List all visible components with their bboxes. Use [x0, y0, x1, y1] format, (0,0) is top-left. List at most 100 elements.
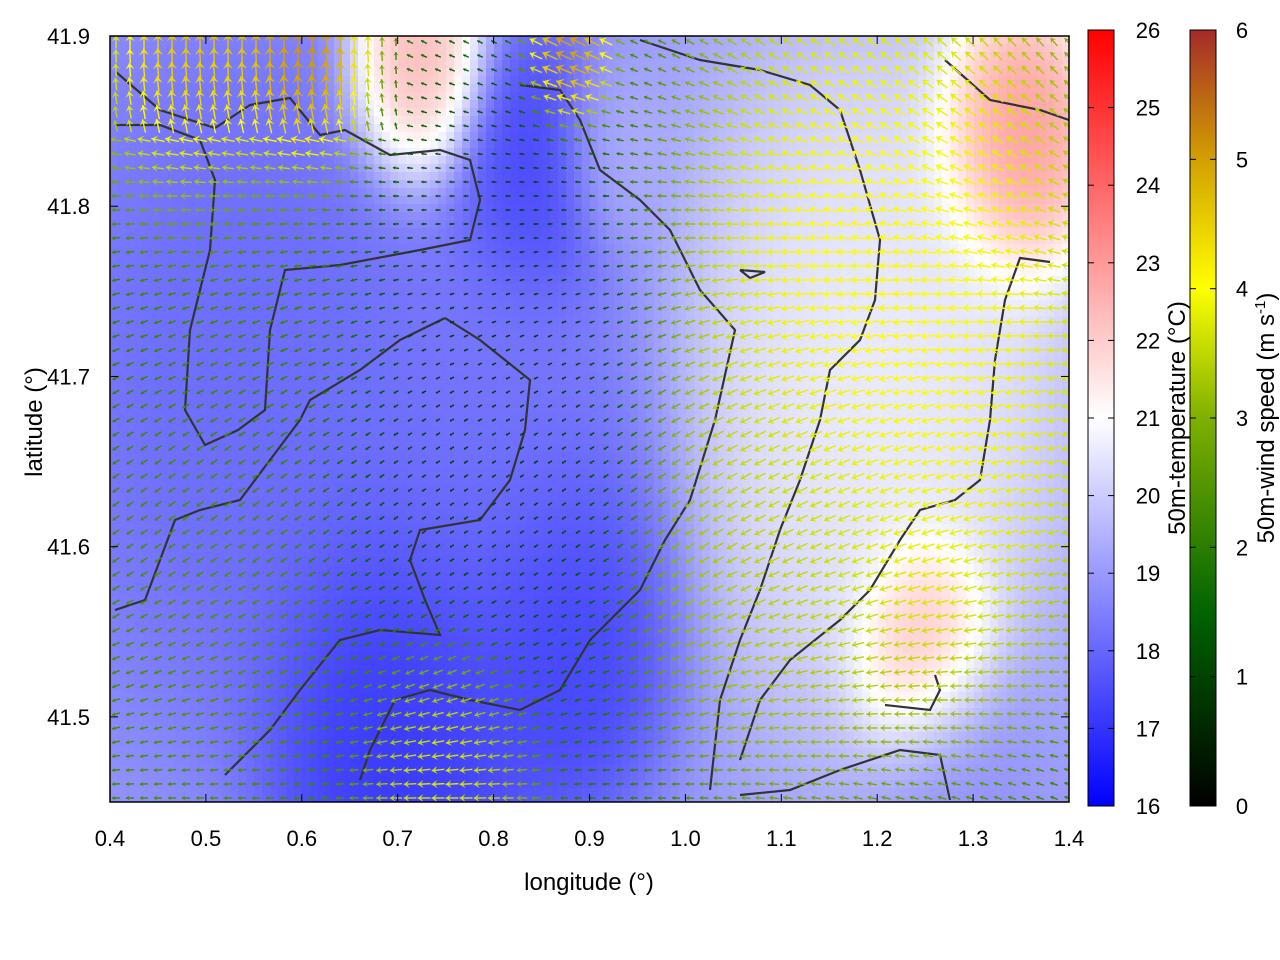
temperature-cell [622, 212, 631, 221]
temperature-cell [382, 244, 391, 253]
temperature-cell [654, 108, 663, 117]
temperature-cell [678, 284, 687, 293]
temperature-cell [974, 212, 983, 221]
temperature-cell [742, 356, 751, 365]
temperature-cell [254, 348, 263, 357]
temperature-cell [318, 316, 327, 325]
temperature-cell [646, 300, 655, 309]
temperature-cell [302, 300, 311, 309]
temperature-cell [206, 356, 215, 365]
temperature-cell [878, 268, 887, 277]
temperature-cell [678, 116, 687, 125]
temperature-cell [670, 316, 679, 325]
temperature-cell [294, 228, 303, 237]
temperature-cell [774, 252, 783, 261]
temperature-cell [1030, 348, 1039, 357]
temperature-cell [462, 292, 471, 301]
temperature-cell [862, 292, 871, 301]
temperature-cell [670, 356, 679, 365]
temperature-cell [358, 124, 367, 133]
temperature-cell [398, 308, 407, 317]
temperature-cell [214, 260, 223, 269]
temperature-cell [166, 308, 175, 317]
temperature-cell [1038, 92, 1047, 101]
temperature-cell [558, 100, 567, 109]
temperature-cell [462, 100, 471, 109]
temperature-cell [598, 44, 607, 53]
temperature-cell [534, 100, 543, 109]
temperature-cell [206, 36, 215, 45]
temperature-cell [350, 116, 359, 125]
temperature-cell [518, 228, 527, 237]
temperature-cell [366, 196, 375, 205]
temperature-cell [142, 260, 151, 269]
temperature-cell [726, 116, 735, 125]
temperature-cell [838, 124, 847, 133]
temperature-cell [510, 172, 519, 181]
temperature-cell [982, 324, 991, 333]
temperature-cell [886, 172, 895, 181]
temperature-cell [702, 84, 711, 93]
temperature-cell [702, 244, 711, 253]
temperature-cell [406, 284, 415, 293]
temperature-cell [286, 108, 295, 117]
temperature-cell [542, 44, 551, 53]
temperature-cell [350, 284, 359, 293]
temperature-cell [374, 164, 383, 173]
temperature-cell [510, 300, 519, 309]
temperature-cell [262, 308, 271, 317]
temperature-cell [950, 180, 959, 189]
temperature-cell [486, 252, 495, 261]
temperature-cell [310, 68, 319, 77]
temperature-cell [358, 188, 367, 197]
temperature-cell [966, 188, 975, 197]
temperature-cell [830, 332, 839, 341]
temperature-cell [110, 252, 119, 261]
temperature-cell [366, 204, 375, 213]
temperature-cell [494, 180, 503, 189]
temperature-cell [118, 204, 127, 213]
temperature-cell [798, 44, 807, 53]
temperature-cell [310, 324, 319, 333]
temperature-cell [630, 292, 639, 301]
temperature-cell [598, 108, 607, 117]
temperature-cell [430, 44, 439, 53]
temperature-cell [550, 60, 559, 69]
temperature-cell [302, 356, 311, 365]
temperature-cell [302, 252, 311, 261]
temperature-cell [846, 356, 855, 365]
temperature-cell [662, 236, 671, 245]
temperature-cell [822, 44, 831, 53]
temperature-cell [406, 364, 415, 373]
temperature-cell [158, 180, 167, 189]
temperature-cell [990, 44, 999, 53]
temperature-cell [230, 52, 239, 61]
temperature-cell [446, 100, 455, 109]
temperature-cell [934, 60, 943, 69]
temperature-cell [454, 356, 463, 365]
temperature-cell [646, 188, 655, 197]
temperature-cell [1014, 148, 1023, 157]
temperature-cell [342, 196, 351, 205]
temperature-cell [254, 60, 263, 69]
temperature-cell [934, 340, 943, 349]
temperature-cell [566, 284, 575, 293]
temperature-cell [910, 44, 919, 53]
temperature-cell [382, 236, 391, 245]
temperature-cell [782, 196, 791, 205]
temperature-cell [1062, 276, 1069, 285]
temperature-cell [502, 252, 511, 261]
temperature-cell [718, 236, 727, 245]
temperature-cell [710, 340, 719, 349]
temperature-cell [806, 196, 815, 205]
temperature-cell [790, 236, 799, 245]
temperature-cell [166, 52, 175, 61]
temperature-cell [750, 44, 759, 53]
temperature-cell [886, 44, 895, 53]
temperature-cell [302, 340, 311, 349]
temperature-cell [438, 164, 447, 173]
temperature-cell [654, 52, 663, 61]
temperature-cell [518, 308, 527, 317]
temperature-cell [246, 172, 255, 181]
temperature-cell [550, 284, 559, 293]
